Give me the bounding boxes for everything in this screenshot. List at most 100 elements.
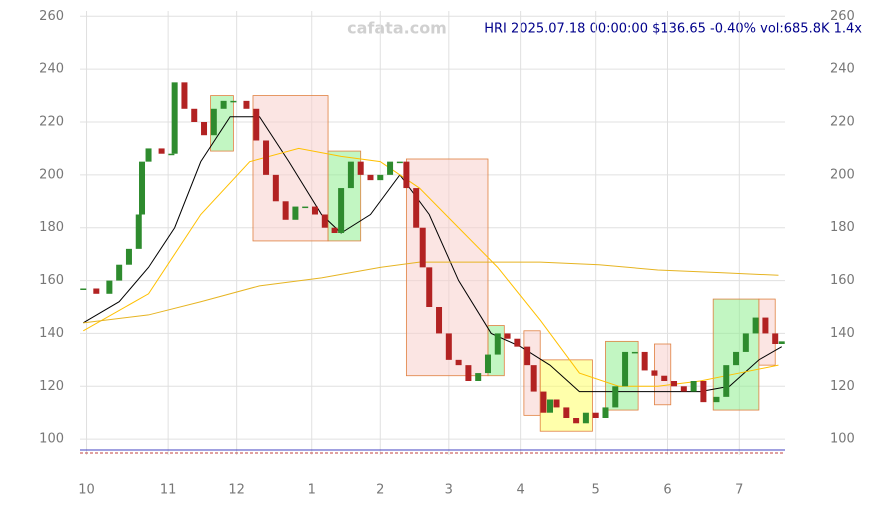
overlay-line — [83, 116, 782, 393]
candle — [230, 100, 237, 103]
candle — [445, 333, 452, 360]
candle — [139, 161, 146, 215]
candle — [514, 338, 521, 347]
candle — [116, 264, 123, 281]
candle — [191, 108, 198, 122]
candle — [700, 381, 707, 403]
candle — [272, 174, 279, 202]
candle — [377, 174, 384, 181]
candle — [312, 206, 318, 215]
x-tick-label: 2 — [376, 483, 384, 498]
y-tick-label-right: 100 — [830, 432, 855, 447]
candle — [612, 386, 619, 408]
y-tick-label: 180 — [39, 220, 64, 235]
candle — [651, 370, 658, 376]
candle — [641, 351, 648, 371]
candle — [563, 407, 570, 418]
candle — [302, 206, 309, 209]
y-tick-label: 160 — [39, 273, 64, 288]
candle — [253, 108, 260, 141]
x-tick-label: 11 — [160, 483, 177, 498]
candle — [282, 201, 289, 220]
candle — [135, 214, 142, 249]
candle — [331, 227, 338, 233]
candle — [263, 140, 270, 175]
candle — [168, 153, 175, 156]
candle — [484, 354, 491, 374]
y-tick-label: 140 — [39, 326, 64, 341]
y-tick-label-right: 260 — [830, 9, 855, 24]
candle — [524, 346, 531, 366]
candle — [680, 386, 687, 392]
watermark: cafata.com — [347, 19, 447, 38]
candle — [573, 418, 580, 424]
x-tick-label: 7 — [735, 483, 743, 498]
candle — [504, 333, 511, 339]
candle — [778, 341, 785, 344]
x-tick-label: 10 — [78, 483, 95, 498]
candle — [210, 108, 217, 136]
candle — [181, 82, 188, 109]
candle — [80, 288, 87, 290]
candle — [475, 373, 482, 381]
candle — [582, 412, 589, 424]
candle — [455, 359, 462, 366]
candle — [631, 351, 638, 354]
candle — [602, 407, 609, 418]
y-tick-label-right: 200 — [830, 167, 855, 182]
x-tick-label: 5 — [592, 483, 600, 498]
y-tick-label-right: 240 — [830, 62, 855, 77]
y-tick-label-right: 120 — [830, 379, 855, 394]
plot: 100 100 120 120 140 140 160 160 180 180 200 200 220 2… — [39, 9, 855, 498]
candle — [530, 365, 537, 392]
candle — [125, 248, 132, 265]
candle — [145, 148, 152, 162]
candle — [661, 375, 668, 381]
candle — [762, 317, 769, 334]
zone — [327, 150, 362, 242]
y-tick-label: 100 — [39, 432, 64, 447]
candle — [357, 161, 364, 175]
candle — [547, 399, 553, 413]
candle — [367, 174, 374, 181]
candle — [690, 381, 697, 392]
candle — [772, 333, 779, 344]
candle — [93, 288, 100, 294]
chart-title: HRI 2025.07.18 00:00:00 $136.65 -0.40% v… — [484, 22, 862, 37]
overlay-line — [83, 261, 779, 324]
candle — [465, 365, 472, 381]
candle — [592, 412, 599, 418]
y-tick-label: 220 — [39, 115, 64, 130]
candle — [347, 161, 354, 189]
y-tick-label-right: 220 — [830, 115, 855, 130]
y-tick-label-right: 160 — [830, 273, 855, 288]
candle — [220, 100, 227, 109]
candle — [723, 365, 730, 397]
candle — [752, 317, 759, 334]
x-tick-label: 4 — [516, 483, 524, 498]
y-tick-label: 200 — [39, 167, 64, 182]
candle — [387, 161, 394, 175]
candle — [436, 307, 443, 334]
candle — [553, 399, 560, 408]
x-tick-label: 3 — [445, 483, 453, 498]
candle — [106, 280, 113, 294]
candle — [494, 333, 501, 355]
y-tick-label-right: 140 — [830, 326, 855, 341]
candle — [742, 333, 749, 352]
y-tick-label: 240 — [39, 62, 64, 77]
candle — [321, 214, 328, 228]
x-tick-label: 6 — [663, 483, 671, 498]
candle — [396, 161, 403, 164]
x-tick-label: 1 — [308, 483, 316, 498]
x-tick-label: 12 — [228, 483, 245, 498]
candle — [201, 122, 208, 136]
candle — [338, 188, 345, 233]
candle — [413, 188, 420, 228]
candle — [419, 227, 426, 268]
y-tick-label: 260 — [39, 9, 64, 24]
zone — [605, 340, 639, 411]
candle — [171, 82, 178, 154]
